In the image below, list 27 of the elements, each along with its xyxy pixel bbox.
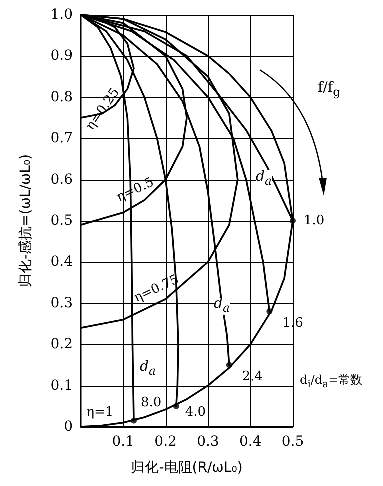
y-tick-label: 0.1 xyxy=(50,378,73,394)
y-tick-label: 0.4 xyxy=(50,254,74,270)
y-tick-label: 0.9 xyxy=(50,48,73,64)
annotation: d$_{a}$ xyxy=(256,169,272,188)
annotation: d$_{a}$ xyxy=(140,359,156,378)
y-tick-label: 0.6 xyxy=(50,172,74,188)
series-label: 4.0 xyxy=(185,404,206,420)
x-tick-label: 0.1 xyxy=(112,434,135,450)
x-tick-label: 0.5 xyxy=(282,434,304,450)
y-tick-label: 1.0 xyxy=(50,7,73,23)
y-tick-label: 0.5 xyxy=(50,213,73,229)
text: d$_{i}$/d$_{a}$=常数 xyxy=(300,372,363,390)
annotation: d$_{a}$ xyxy=(214,296,230,315)
y-tick-label: 0 xyxy=(64,419,73,435)
x-tick-label: 0.2 xyxy=(154,434,177,450)
series-label: η=1 xyxy=(86,404,114,420)
y-axis-title: 归化-感抗=(ωL/ωL₀) xyxy=(18,154,34,288)
y-tick-label: 0.7 xyxy=(50,130,73,147)
text: f/f$_{g}$ xyxy=(318,80,341,99)
x-axis-title: 归化-电阻(R/ωL₀) xyxy=(131,460,243,476)
y-tick-label: 0.2 xyxy=(50,336,73,353)
series-label: 8.0 xyxy=(141,395,162,410)
y-tick-label: 0.8 xyxy=(50,89,73,106)
x-tick-label: 0.4 xyxy=(239,434,262,450)
y-tick-label: 0.3 xyxy=(50,295,73,312)
x-tick-label: 0.3 xyxy=(197,434,220,450)
series-label: 1.0 xyxy=(304,214,325,228)
